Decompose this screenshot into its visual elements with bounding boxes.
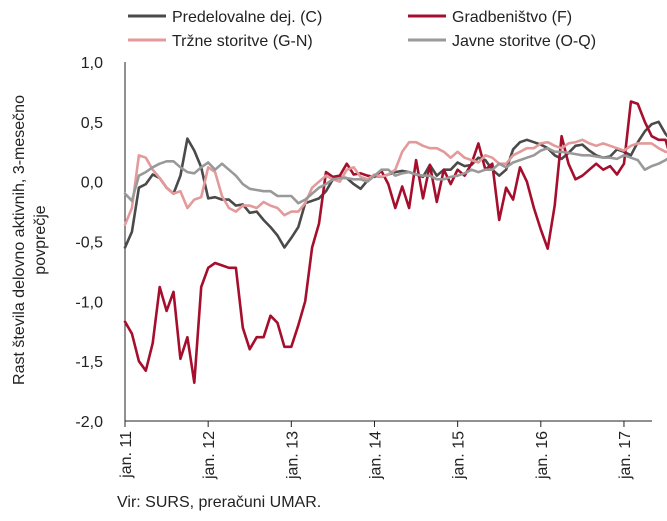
legend-label: Tržne storitve (G-N) (172, 33, 313, 50)
x-tick-labels: jan. 11 jan. 12 jan. 13 jan. 14 jan. 15 jan. … (118, 421, 634, 480)
legend: Predelovalne dej. (C) Gradbeništvo (F) Trž… (128, 9, 596, 50)
y-axis-label: Rast števila delovno aktivnih, 3-mesečno… (11, 95, 49, 385)
x-tick-label: jan. 17 (617, 431, 634, 480)
y-tick-labels: 1,0 0,5 0,0 -0,5 -1,0 -1,5 -2,0 (75, 55, 103, 431)
source-note: Vir: SURS, preračuni UMAR. (117, 494, 322, 511)
series-line-2 (123, 100, 667, 385)
axes (124, 62, 652, 422)
y-tick-label: 0,0 (81, 175, 103, 192)
x-tick-label: jan. 11 (118, 431, 135, 479)
legend-label: Gradbeništvo (F) (452, 9, 572, 26)
y-tick-label: -1,0 (75, 294, 103, 311)
y-tick-label: 0,5 (81, 115, 103, 132)
x-tick-label: jan. 15 (451, 431, 468, 480)
x-tick-label: jan. 16 (534, 431, 551, 480)
series-lines (123, 100, 667, 385)
series-line-3 (123, 138, 667, 226)
x-tick-label: jan. 14 (367, 431, 384, 480)
x-tick-label: jan. 12 (201, 431, 218, 480)
series-line-1 (123, 120, 667, 249)
series-line-4 (123, 146, 667, 205)
y-tick-label: -2,0 (75, 414, 103, 431)
y-tick-label: -0,5 (75, 235, 103, 252)
x-tick-label: jan. 13 (284, 431, 301, 480)
legend-label: Predelovalne dej. (C) (172, 9, 322, 26)
y-axis-label-line: povprečje (32, 205, 49, 274)
y-axis-label-line: Rast števila delovno aktivnih, 3-mesečno (11, 95, 28, 385)
legend-label: Javne storitve (O-Q) (452, 33, 596, 50)
y-tick-label: -1,5 (75, 354, 103, 371)
y-tick-label: 1,0 (81, 55, 103, 72)
